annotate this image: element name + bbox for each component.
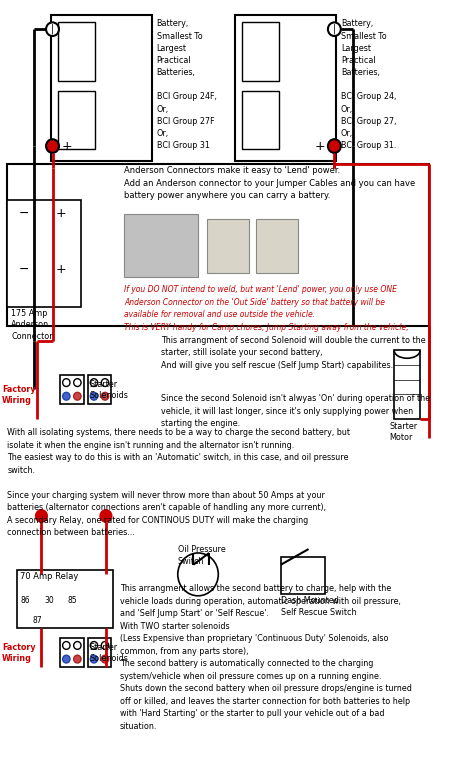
Bar <box>60 638 84 667</box>
Bar <box>8 199 81 306</box>
Bar <box>242 91 279 149</box>
Circle shape <box>63 642 70 649</box>
Text: −: − <box>18 207 29 220</box>
Text: This arrangment allows the second battery to charge, help with the
vehicle loads: This arrangment allows the second batter… <box>120 584 411 730</box>
Text: If you DO NOT intend to weld, but want 'Lend' power, you only use ONE
Anderson C: If you DO NOT intend to weld, but want '… <box>124 285 409 332</box>
Bar <box>58 91 95 149</box>
Text: Since the second Solenoid isn't alwyas 'On' during operation of the
vehicle, it : Since the second Solenoid isn't alwyas '… <box>161 394 430 429</box>
Circle shape <box>90 642 98 649</box>
Bar <box>281 557 325 594</box>
Text: 175 Amp
Anderson
Connector: 175 Amp Anderson Connector <box>11 309 53 342</box>
Circle shape <box>101 656 109 663</box>
Text: −: − <box>18 263 29 276</box>
Bar <box>124 214 198 277</box>
Text: Starter
Solenoids: Starter Solenoids <box>89 643 128 663</box>
Text: Dash Mounted
Self Rescue Switch: Dash Mounted Self Rescue Switch <box>281 596 356 617</box>
Bar <box>58 22 95 81</box>
Circle shape <box>73 656 81 663</box>
Text: This arrangment of second Solenoid will double the current to the
starter, still: This arrangment of second Solenoid will … <box>161 336 426 370</box>
Circle shape <box>73 393 81 400</box>
Circle shape <box>328 22 341 36</box>
Circle shape <box>90 656 98 663</box>
Text: +: + <box>55 207 66 220</box>
Bar <box>8 163 429 326</box>
Circle shape <box>328 139 341 153</box>
Text: +: + <box>314 140 325 153</box>
Text: +: + <box>62 140 73 153</box>
Circle shape <box>63 656 70 663</box>
Circle shape <box>90 379 98 387</box>
Bar <box>256 219 298 273</box>
Text: 87: 87 <box>32 616 42 625</box>
Bar <box>242 22 279 81</box>
Circle shape <box>101 393 109 400</box>
Bar <box>51 15 152 160</box>
Bar <box>88 375 111 404</box>
Text: Starter
Solenoids: Starter Solenoids <box>89 380 128 400</box>
Text: +: + <box>55 263 66 276</box>
Text: Factory
Wiring: Factory Wiring <box>2 384 36 406</box>
Text: |: | <box>51 24 54 34</box>
Bar <box>88 638 111 667</box>
Circle shape <box>63 393 70 400</box>
Circle shape <box>36 510 47 522</box>
Bar <box>394 351 420 419</box>
Circle shape <box>101 642 109 649</box>
Text: 85: 85 <box>67 596 77 605</box>
Text: 70 Amp Relay: 70 Amp Relay <box>20 572 79 581</box>
Circle shape <box>90 393 98 400</box>
Text: |: | <box>333 24 336 34</box>
Circle shape <box>100 510 111 522</box>
Circle shape <box>73 642 81 649</box>
Text: Battery,
Smallest To
Largest
Practical
Batteries,

BCI Group 24F,
Or,
BCI Group : Battery, Smallest To Largest Practical B… <box>156 19 217 150</box>
Bar <box>17 569 113 628</box>
Circle shape <box>63 379 70 387</box>
Circle shape <box>46 139 59 153</box>
Text: Anderson Connectors make it easy to 'Lend' power.
Add an Anderson connector to y: Anderson Connectors make it easy to 'Len… <box>124 167 416 200</box>
Bar <box>207 219 249 273</box>
Text: 30: 30 <box>44 596 54 605</box>
Bar <box>60 375 84 404</box>
Text: Oil Pressure
Switch: Oil Pressure Switch <box>178 545 226 566</box>
Text: Battery,
Smallest To
Largest
Practical
Batteries,

BCI Group 24,
Or,
BCI Group 2: Battery, Smallest To Largest Practical B… <box>341 19 396 150</box>
Text: With all isolating systems, there needs to be a way to charge the second battery: With all isolating systems, there needs … <box>8 429 350 537</box>
Circle shape <box>46 22 59 36</box>
Circle shape <box>101 379 109 387</box>
Circle shape <box>178 553 219 596</box>
Circle shape <box>73 379 81 387</box>
Text: Starter
Motor: Starter Motor <box>390 422 418 442</box>
Text: Factory
Wiring: Factory Wiring <box>2 643 36 663</box>
Bar <box>235 15 336 160</box>
Text: 86: 86 <box>21 596 31 605</box>
